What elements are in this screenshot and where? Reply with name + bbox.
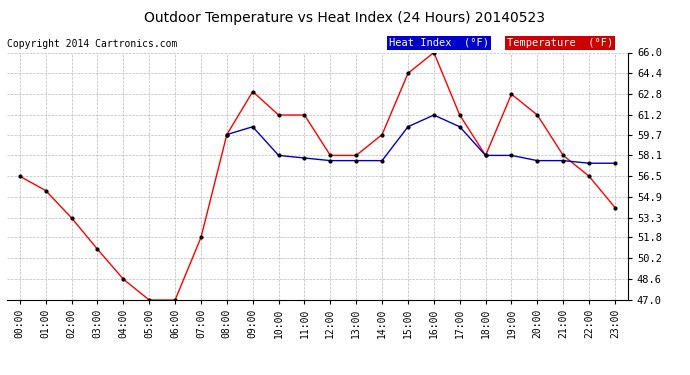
Text: Outdoor Temperature vs Heat Index (24 Hours) 20140523: Outdoor Temperature vs Heat Index (24 Ho… [144,11,546,25]
Text: Temperature  (°F): Temperature (°F) [506,38,613,48]
Text: Copyright 2014 Cartronics.com: Copyright 2014 Cartronics.com [7,39,177,50]
Text: Heat Index  (°F): Heat Index (°F) [389,38,489,48]
